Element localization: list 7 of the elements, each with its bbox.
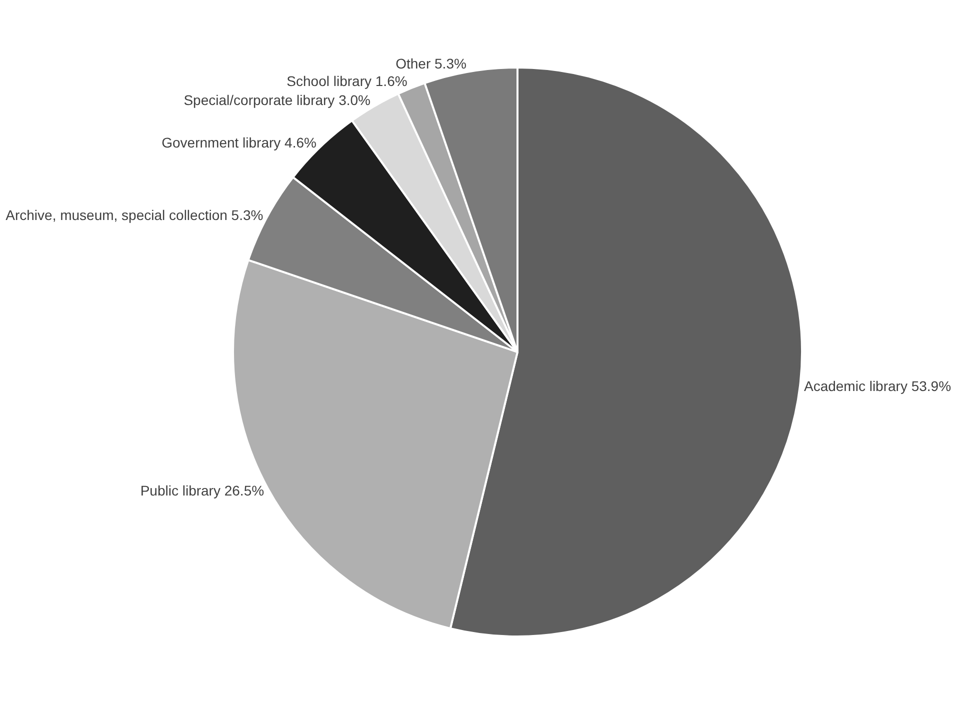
slice-label: Other 5.3% (396, 56, 466, 72)
slice-label: Special/corporate library 3.0% (184, 92, 370, 108)
slice-label: Academic library 53.9% (804, 378, 952, 394)
slice-label: School library 1.6% (286, 73, 408, 90)
slice-label: Public library 26.5% (140, 482, 264, 499)
slice-label: Government library 4.6% (162, 134, 316, 151)
slice-label: Archive, museum, special collection 5.3% (6, 206, 264, 223)
